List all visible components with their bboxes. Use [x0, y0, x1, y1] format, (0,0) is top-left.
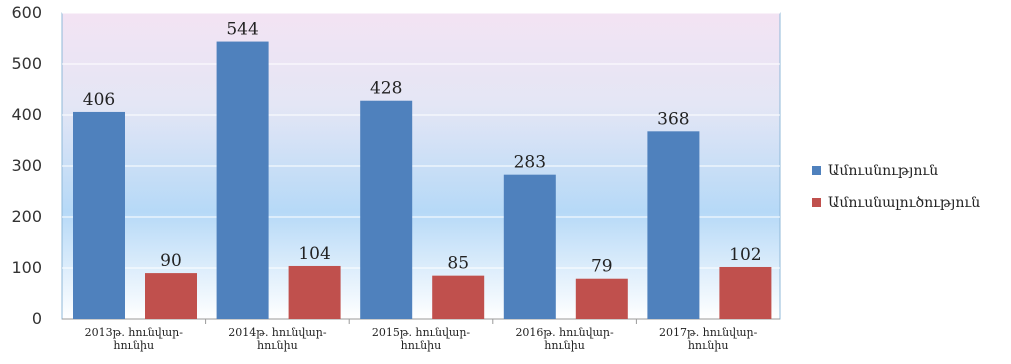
legend-label: Ամուսնություն: [828, 163, 938, 179]
x-tick-label: 2013թ. հունվար-: [85, 326, 184, 339]
x-tick-label: հունիս: [688, 339, 729, 352]
data-label: 90: [160, 251, 182, 271]
data-label: 406: [83, 90, 115, 110]
y-tick-label: 400: [11, 105, 42, 124]
y-tick-label: 300: [11, 156, 42, 175]
y-tick-label: 100: [11, 258, 42, 277]
data-label: 544: [226, 20, 258, 40]
x-tick-label: հունիս: [544, 339, 585, 352]
bar: [73, 111, 125, 319]
data-labels: 406 90 544 104 428 85 283 79 368 102: [83, 20, 762, 277]
x-tick-label: 2016թ. հունվար-: [515, 326, 614, 339]
data-label: 85: [447, 254, 469, 274]
legend-swatch: [812, 198, 821, 207]
bar: [288, 265, 341, 319]
data-label: 283: [514, 153, 546, 173]
x-tick-label: հունիս: [114, 339, 155, 352]
legend: Ամուսնություն Ամուսնալուծություն: [812, 163, 980, 211]
bar: [647, 131, 700, 319]
bar: [216, 41, 269, 320]
x-tick-label: 2014թ. հունվար-: [228, 326, 327, 339]
bar: [360, 100, 413, 319]
bar: [575, 278, 628, 319]
legend-label: Ամուսնալուծություն: [828, 195, 980, 211]
y-tick-label: 200: [11, 207, 42, 226]
bar: [145, 273, 197, 319]
x-tick-label: 2017թ. հունվար-: [659, 326, 758, 339]
x-tick-label: հունիս: [257, 339, 298, 352]
bar: [503, 174, 556, 319]
bars: [73, 41, 772, 320]
x-tick-label: հունիս: [401, 339, 442, 352]
legend-swatch: [812, 166, 821, 175]
data-label: 102: [729, 245, 761, 265]
x-tick-label: 2015թ. հունվար-: [372, 326, 471, 339]
data-label: 428: [370, 79, 402, 99]
bar: [719, 266, 772, 319]
bar: [432, 275, 485, 319]
y-tick-label: 600: [11, 3, 42, 22]
y-tick-label: 500: [11, 54, 42, 73]
data-label: 368: [657, 109, 689, 129]
data-label: 104: [298, 244, 330, 264]
data-label: 79: [591, 257, 613, 277]
y-tick-label: 0: [32, 309, 42, 328]
